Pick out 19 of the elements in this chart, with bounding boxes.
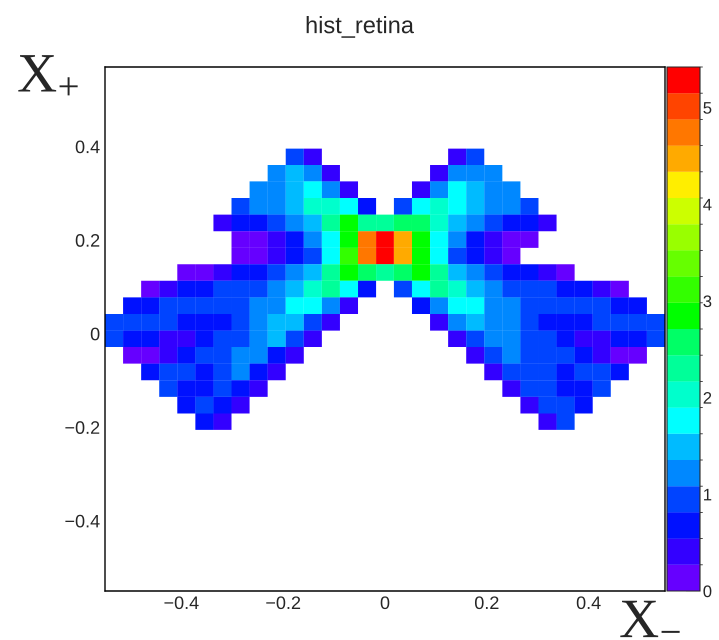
- y-axis-title: X$_{+}$: [18, 55, 78, 96]
- x-tick-label: −0.2: [266, 596, 300, 610]
- x-tick-label: −0.4: [164, 596, 199, 610]
- y-tick-label: 0: [90, 328, 100, 340]
- color-bar-label: 0: [703, 585, 712, 598]
- y-tick-label: −0.4: [65, 514, 100, 528]
- color-bar-label: 1: [704, 488, 712, 500]
- x-tick-label: 0: [380, 596, 390, 610]
- x-tick-label: 0.2: [474, 596, 498, 610]
- x-axis-title: X$_{−}$: [620, 600, 680, 638]
- color-bar-label: 4: [703, 198, 712, 210]
- color-bar-label: 5: [703, 102, 712, 114]
- x-tick-label: 0.4: [576, 596, 601, 610]
- color-bar-label: 2: [704, 392, 712, 404]
- y-tick-label: 0.4: [76, 140, 100, 154]
- chart-title: hist_retina: [306, 16, 414, 38]
- y-tick-label: 0.2: [76, 234, 100, 247]
- y-tick-label: −0.2: [65, 421, 100, 434]
- color-bar-label: 3: [703, 295, 712, 308]
